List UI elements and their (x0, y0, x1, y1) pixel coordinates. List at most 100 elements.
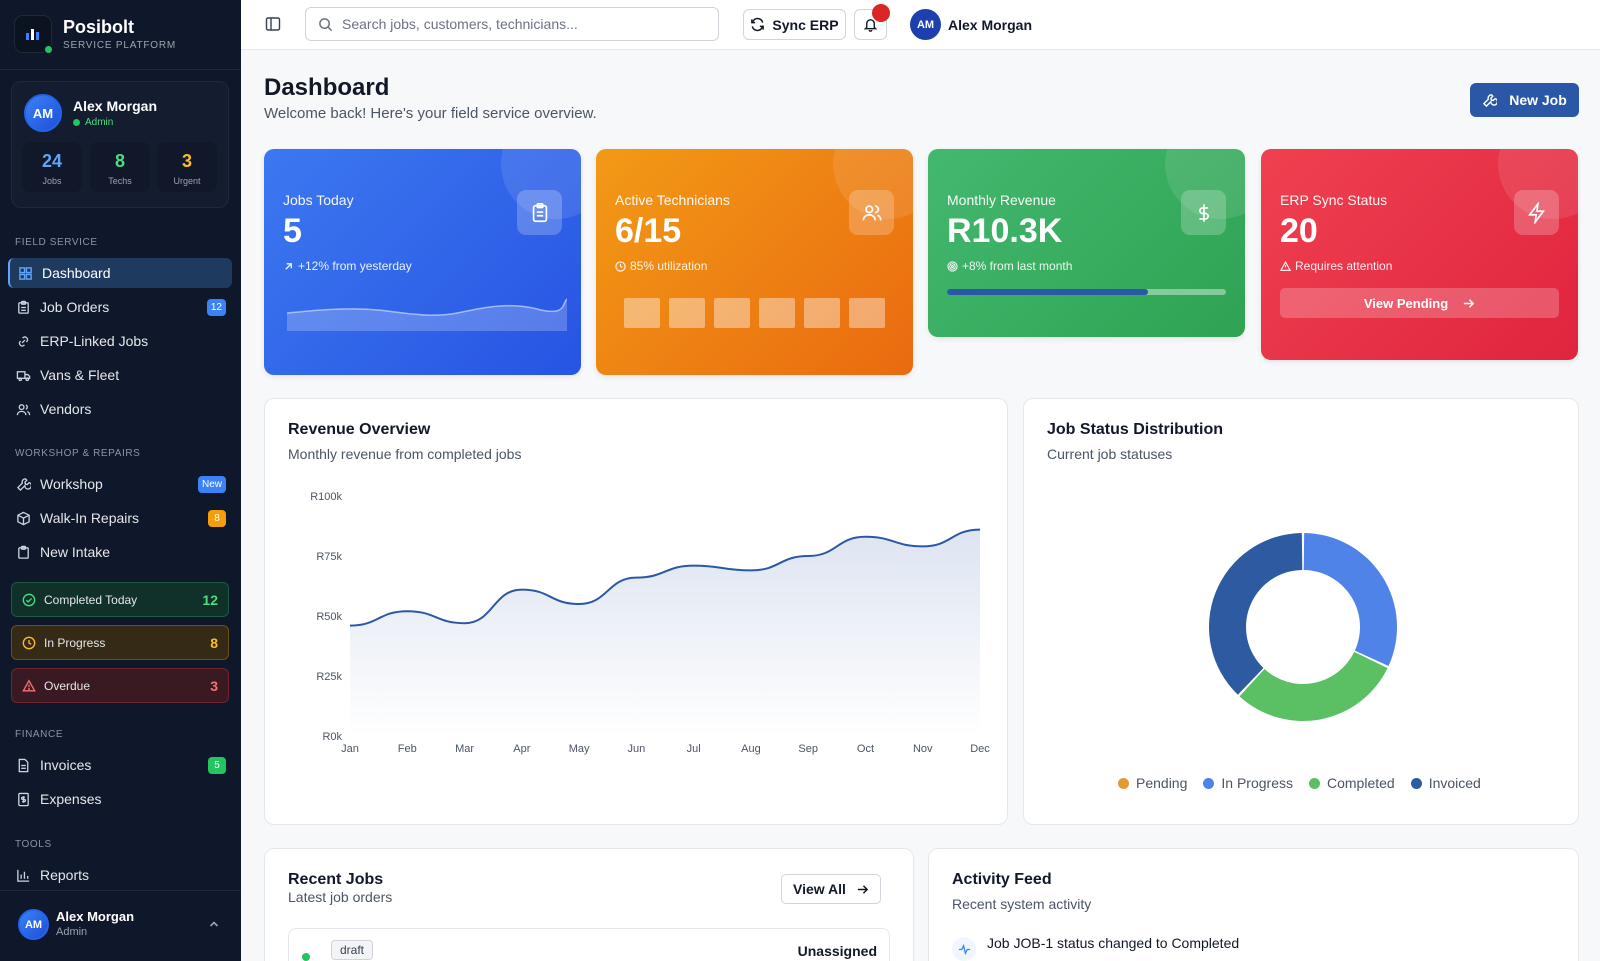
activity-feed-panel: Activity Feed Recent system activity Job… (928, 848, 1579, 961)
search-input[interactable] (342, 16, 712, 32)
status-in-progress[interactable]: In Progress 8 (11, 625, 229, 660)
stat-label: Urgent (173, 176, 201, 186)
data-point-jun[interactable] (630, 572, 642, 584)
chevron-up-icon[interactable] (207, 917, 221, 931)
data-point-aug[interactable] (745, 564, 757, 576)
data-point-feb[interactable] (401, 605, 413, 617)
sidebar-footer-user[interactable]: AM Alex Morgan Admin (0, 890, 241, 961)
kpi-note: 85% utilization (615, 259, 707, 273)
x-tick-label: Jun (627, 743, 645, 755)
x-tick-label: Feb (398, 743, 417, 755)
section-label-tools: TOOLS (15, 839, 52, 850)
data-point-oct[interactable] (859, 531, 871, 543)
revenue-progress-bar (947, 289, 1226, 295)
wrench-icon (16, 477, 31, 491)
refresh-icon (751, 17, 765, 32)
status-overdue[interactable]: Overdue 3 (11, 668, 229, 703)
arrow-right-icon (1463, 298, 1475, 308)
kpi-value: R10.3K (947, 212, 1063, 250)
utilization-bar (804, 298, 840, 328)
list-item[interactable]: Job JOB-1 status changed to Completed (952, 935, 1239, 961)
avatar[interactable]: AM (24, 94, 62, 132)
wrench-icon (1483, 93, 1498, 107)
donut-slice-invoiced[interactable] (1209, 533, 1303, 695)
kpi-jobs-today[interactable]: Jobs Today 5 +12% from yesterday (264, 149, 581, 375)
kpi-label: ERP Sync Status (1280, 192, 1388, 208)
sidebar-item-label: Vans & Fleet (40, 367, 120, 383)
job-assignee: Unassigned (797, 943, 877, 959)
status-completed-today[interactable]: Completed Today 12 (11, 582, 229, 617)
search-icon (319, 17, 333, 31)
user-name: Alex Morgan (73, 98, 158, 114)
clock-icon (615, 260, 626, 272)
legend-item-in-progress[interactable]: In Progress (1203, 775, 1293, 791)
legend-item-completed[interactable]: Completed (1308, 775, 1395, 791)
sidebar-item-erp-linked-jobs[interactable]: ERP-Linked Jobs (8, 326, 232, 356)
sidebar-item-vendors[interactable]: Vendors (8, 394, 232, 424)
stat-value: 3 (181, 151, 192, 171)
sidebar-item-reports[interactable]: Reports (8, 860, 232, 890)
clipboard-icon (18, 545, 29, 559)
legend-label: Completed (1326, 775, 1395, 791)
stat-jobs: 24 Jobs (22, 142, 82, 192)
sidebar-item-vans-fleet[interactable]: Vans & Fleet (8, 360, 232, 390)
legend-item-invoiced[interactable]: Invoiced (1410, 775, 1481, 791)
data-point-apr[interactable] (516, 584, 528, 596)
chart-legend: Pending In Progress Completed Invoiced (1118, 775, 1497, 791)
x-tick-label: Nov (913, 743, 933, 755)
x-tick-label: Apr (513, 743, 530, 755)
donut-slice-in-progress[interactable] (1303, 533, 1397, 666)
data-point-dec[interactable] (974, 524, 986, 536)
legend-item-pending[interactable]: Pending (1118, 775, 1187, 791)
sidebar-item-new-intake[interactable]: New Intake (8, 537, 232, 567)
sync-erp-button[interactable]: Sync ERP (743, 9, 846, 40)
online-status-icon (43, 44, 54, 55)
utilization-bar (759, 298, 795, 328)
clock-icon (22, 636, 36, 649)
users-icon (849, 190, 894, 235)
sidebar-item-job-orders[interactable]: Job Orders 12 (8, 292, 232, 322)
sidebar-item-walk-in-repairs[interactable]: Walk-In Repairs 8 (8, 503, 232, 533)
utilization-bar (624, 298, 660, 328)
status-label: Overdue (44, 678, 91, 693)
data-point-mar[interactable] (459, 617, 471, 629)
data-point-jul[interactable] (688, 560, 700, 572)
sidebar-toggle-icon[interactable] (265, 16, 281, 32)
data-point-may[interactable] (573, 598, 585, 610)
sidebar-item-label: Invoices (40, 757, 92, 773)
kpi-value: 5 (283, 212, 302, 250)
donut-slice-completed[interactable] (1239, 651, 1388, 721)
view-all-button[interactable]: View All (781, 874, 881, 904)
topbar-user-menu[interactable]: AM Alex Morgan (910, 9, 1032, 40)
dollar-icon (1181, 190, 1226, 235)
kpi-monthly-revenue[interactable]: Monthly Revenue R10.3K +8% from last mon… (928, 149, 1245, 337)
sidebar-item-label: Walk-In Repairs (40, 510, 140, 526)
data-point-jan[interactable] (344, 620, 356, 632)
legend-label: Invoiced (1428, 775, 1481, 791)
check-circle-icon (22, 593, 36, 606)
kpi-erp-sync-status[interactable]: ERP Sync Status 20 Requires attention Vi… (1261, 149, 1578, 360)
data-point-nov[interactable] (917, 540, 929, 552)
sidebar-item-dashboard[interactable]: Dashboard (8, 258, 232, 288)
status-dot (302, 953, 310, 961)
kpi-note-text: 85% utilization (630, 259, 708, 273)
sidebar-item-expenses[interactable]: Expenses (8, 784, 232, 814)
recent-jobs-panel: Recent Jobs Latest job orders View All d… (264, 848, 914, 961)
brand[interactable]: Posibolt SERVICE PLATFORM (14, 14, 229, 55)
legend-swatch (1203, 777, 1215, 789)
kpi-active-technicians[interactable]: Active Technicians 6/15 85% utilization (596, 149, 913, 375)
legend-swatch (1410, 777, 1422, 789)
sidebar-item-invoices[interactable]: Invoices 5 (8, 750, 232, 780)
data-point-sep[interactable] (802, 550, 814, 562)
stat-urgent: 3 Urgent (157, 142, 217, 192)
new-job-button[interactable]: New Job (1470, 83, 1579, 117)
stat-value: 8 (114, 151, 125, 171)
view-pending-button[interactable]: View Pending (1280, 288, 1559, 318)
sidebar-item-label: Expenses (40, 791, 102, 807)
table-row[interactable]: draft Unassigned (288, 928, 890, 961)
online-dot-icon (73, 119, 80, 126)
bell-icon (863, 19, 878, 32)
search-box[interactable] (305, 7, 719, 41)
sidebar-item-workshop[interactable]: Workshop New (8, 469, 232, 499)
stat-label: Techs (108, 176, 132, 186)
